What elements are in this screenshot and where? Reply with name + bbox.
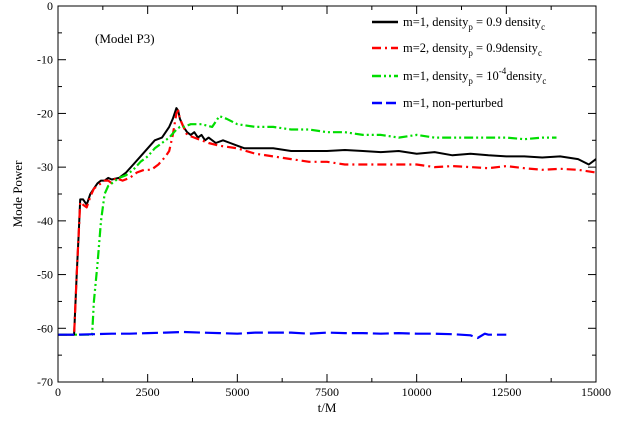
series-line-4 [58, 330, 507, 340]
y-tick-label: -10 [37, 53, 53, 67]
x-tick-label: 10000 [402, 385, 432, 399]
legend-label-3: m=1, densityp = 10-4densityc [403, 66, 546, 86]
x-tick-label: 0 [55, 385, 61, 399]
y-tick-label: -70 [37, 375, 53, 389]
y-tick-label: -30 [37, 160, 53, 174]
y-tick-label: 0 [47, 0, 53, 13]
x-axis-label: t/M [318, 400, 337, 415]
series-layer [58, 107, 596, 340]
x-tick-label: 7500 [315, 385, 339, 399]
y-axis-label: Mode Power [10, 160, 25, 227]
series-line-3 [58, 114, 557, 336]
ticks-layer: 0 2500 5000 7500 10000 12500 15000 0 -10 -20 -30 -4… [37, 0, 611, 399]
y-tick-label: -50 [37, 268, 53, 282]
legend-label-4: m=1, non-perturbed [403, 96, 504, 110]
y-tick-label: -40 [37, 214, 53, 228]
legend-label-1: m=1, densityp = 0.9 densityc [403, 15, 545, 32]
legend: m=1, densityp = 0.9 densityc m=2, density… [372, 15, 546, 110]
y-tick-label: -60 [37, 321, 53, 335]
model-annotation: (Model P3) [95, 31, 155, 46]
legend-label-2: m=2, densityp = 0.9densityc [403, 41, 542, 58]
x-tick-label: 12500 [491, 385, 521, 399]
series-line-2 [58, 109, 596, 336]
x-tick-label: 5000 [225, 385, 249, 399]
x-tick-label: 2500 [136, 385, 160, 399]
x-tick-label: 15000 [581, 385, 611, 399]
y-tick-label: -20 [37, 106, 53, 120]
series-line-1 [58, 107, 596, 336]
